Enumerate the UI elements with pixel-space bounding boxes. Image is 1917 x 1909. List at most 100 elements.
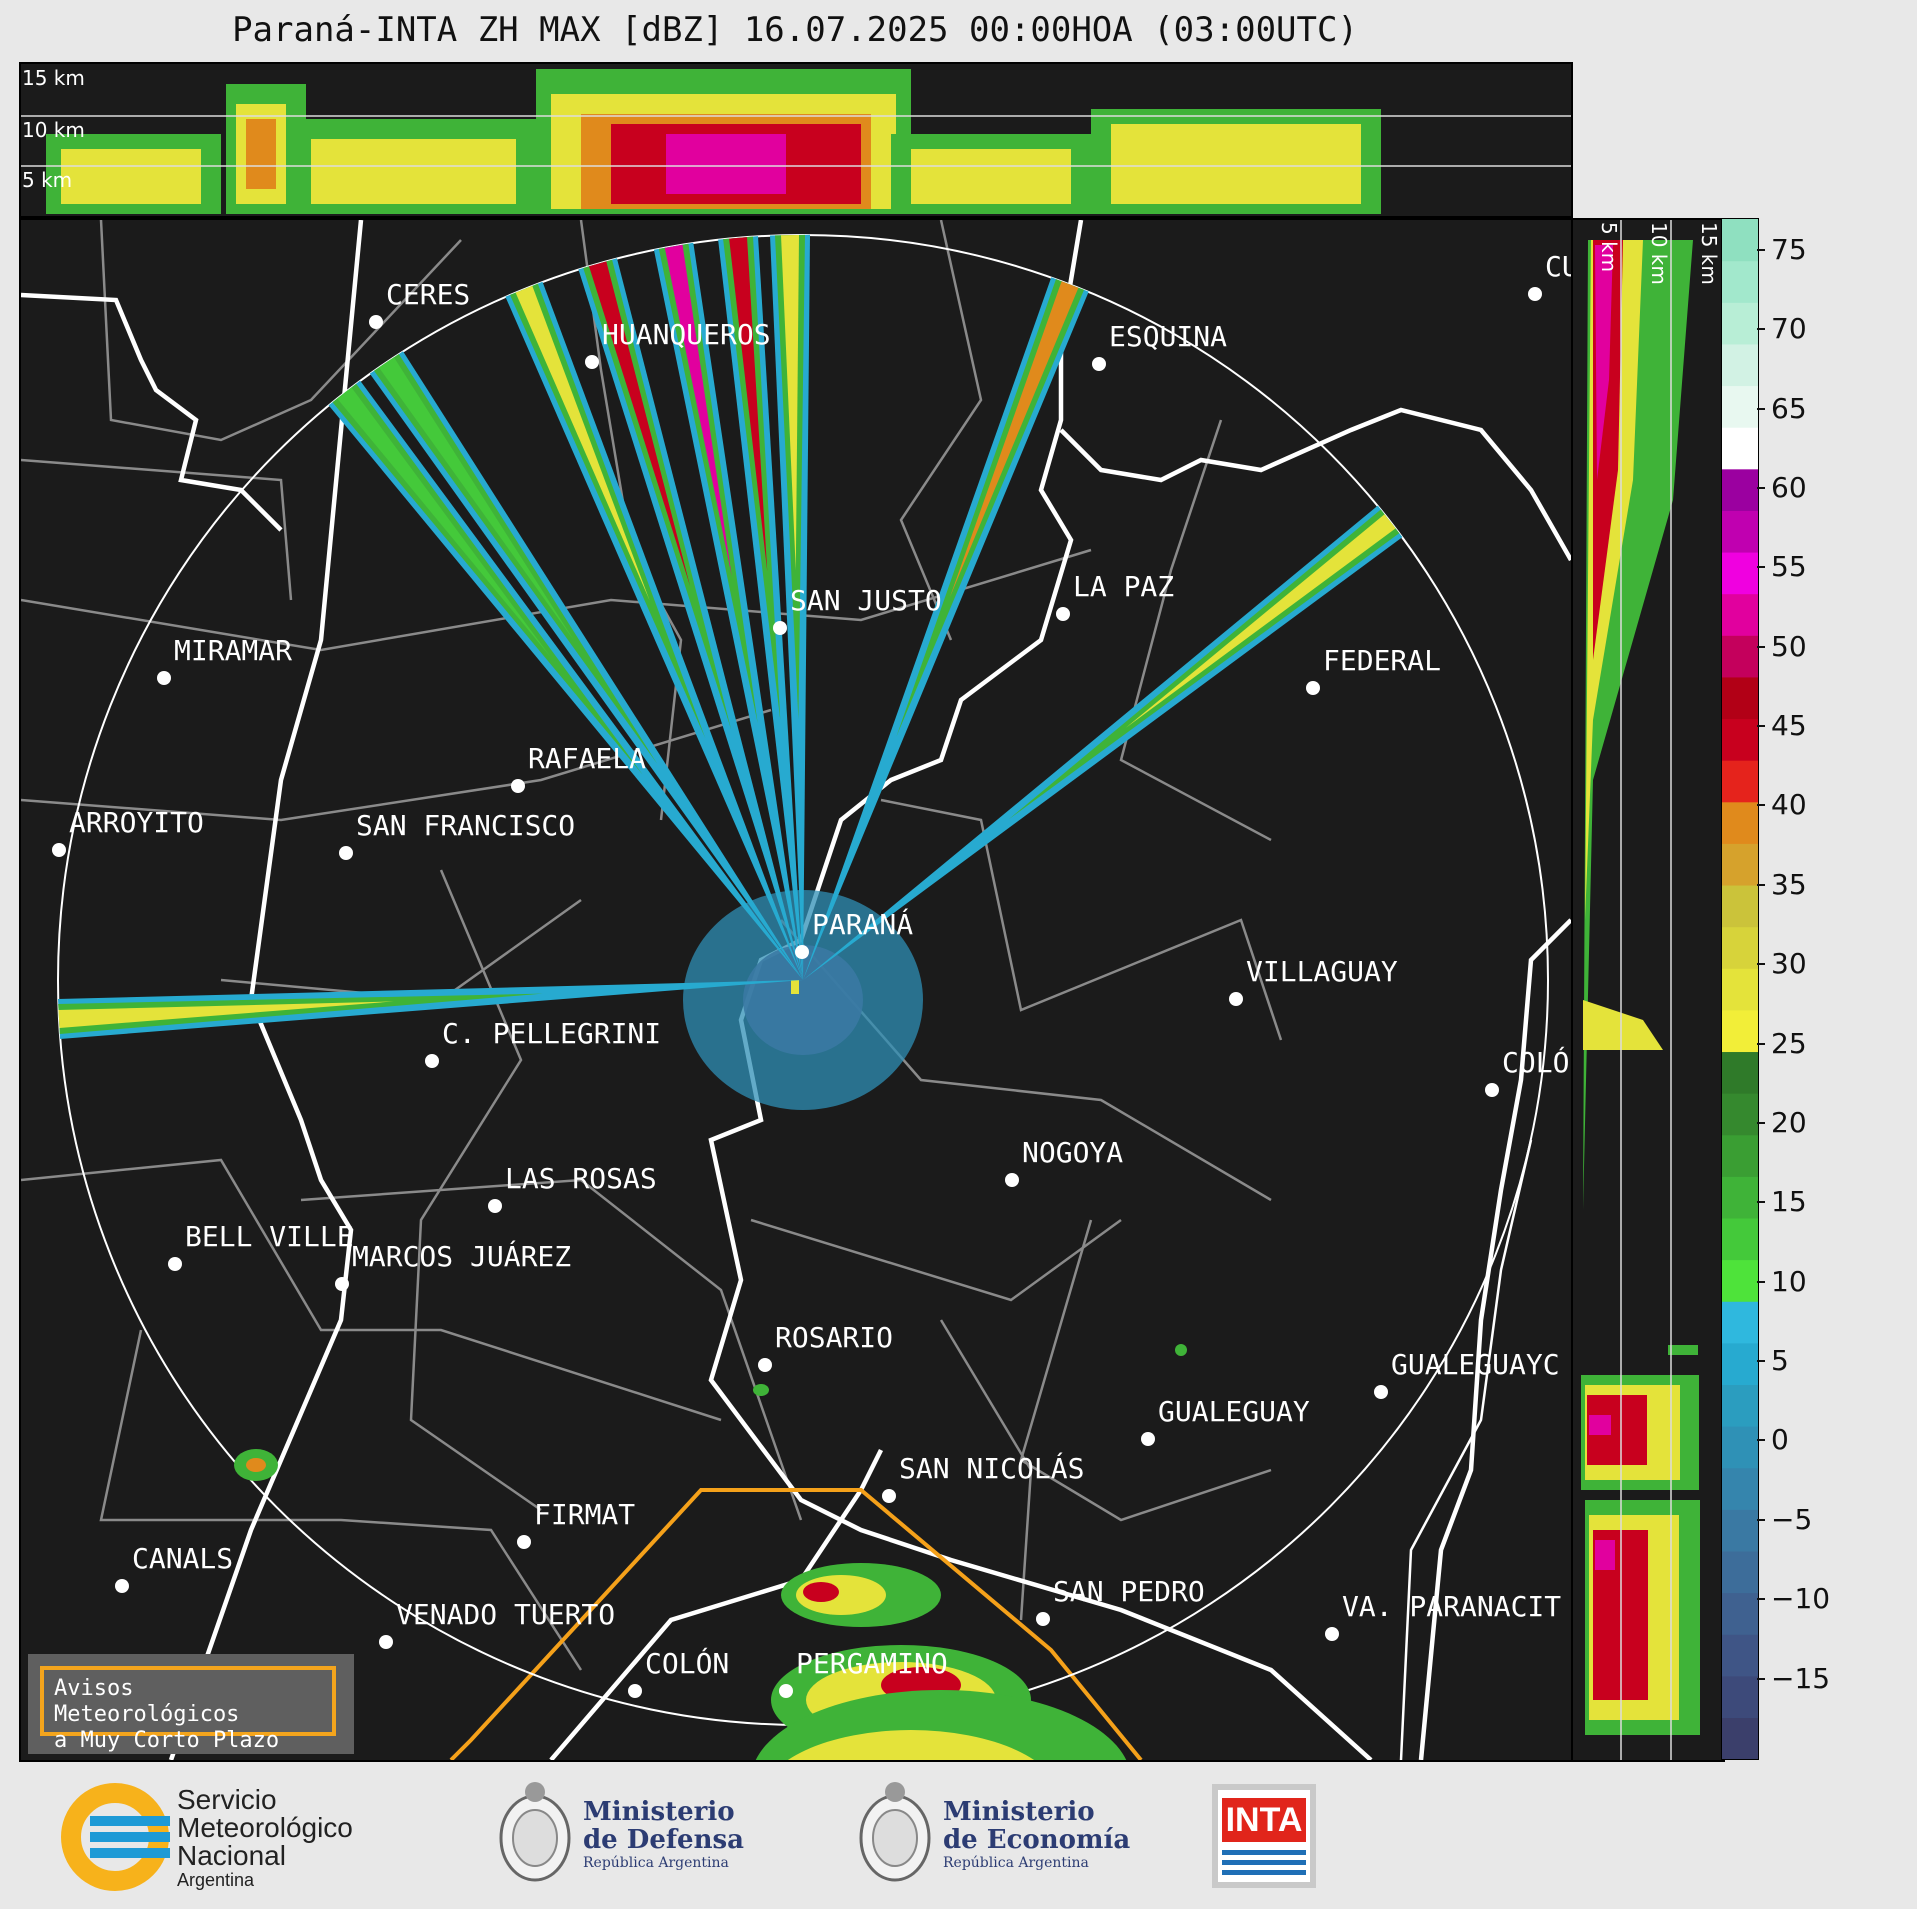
storm-cell [1175,1344,1187,1356]
colorbar-tick-label: 55 [1771,550,1807,584]
smn-emblem-icon [61,1783,170,1891]
province-border [1418,918,1571,1760]
city-dot [1056,607,1070,621]
smn-line1: Servicio [177,1784,277,1815]
department-border [899,220,983,641]
city-label: COLÓ [1502,1046,1570,1079]
city-dot [488,1199,502,1213]
city-label: ARROYITO [69,806,204,839]
colorbar-tick-label: −10 [1771,1582,1831,1616]
echo-band [666,134,786,194]
department-border [1019,1219,1272,1522]
city-label: VENADO TUERTO [396,1598,616,1631]
province-border [168,220,364,1760]
colorbar-tick-label: 10 [1771,1264,1807,1298]
colorbar-tick-mark [1757,725,1765,728]
city-label: BELL VILLE [185,1220,354,1253]
colorbar-tick-mark [1757,645,1765,648]
warning-area-outline [449,1488,1143,1760]
radar-wedge-red [729,237,768,572]
province-border [21,292,283,532]
city-dot [168,1257,182,1271]
city-dot [157,671,171,685]
colorbar-swatch [1722,1675,1758,1718]
clutter-blob [743,945,863,1055]
top-profile-echoes [46,69,1381,214]
colorbar-tick-mark [1757,1518,1765,1521]
colorbar-tick-mark [1757,1121,1765,1124]
radar-wedge-magenta [664,244,732,577]
colorbar-swatch [1722,260,1758,303]
city-dot [511,779,525,793]
colorbar-tick-mark [1757,248,1765,251]
city-dot [1485,1083,1499,1097]
warning-legend-line2: a Muy Corto Plazo [54,1728,280,1753]
city-dot [1528,287,1542,301]
colorbar-swatch [1722,884,1758,928]
warning-legend-line1: Avisos Meteorológicos [54,1676,240,1727]
colorbar-tick-label: 60 [1771,470,1807,504]
colorbar-tick-mark [1757,804,1765,807]
colorbar-tick-label: 45 [1771,709,1807,743]
city-label: ESQUINA [1109,320,1228,353]
city-dot [379,1635,393,1649]
city-dot [795,945,809,959]
colorbar-tick-mark [1757,566,1765,569]
echo-band [61,149,201,204]
city-dot [339,846,353,860]
echo-band [1668,1345,1698,1355]
colorbar-swatch [1722,801,1758,844]
radar-wedge-yellow [58,980,803,1039]
colorbar-swatch [1722,1467,1758,1510]
colorbar-swatch [1722,302,1758,345]
city-label: C. PELLEGRINI [442,1017,662,1050]
echo-band [1595,1540,1615,1570]
colorbar-tick-label: 15 [1771,1185,1807,1219]
defensa-logo: Ministerio de Defensa República Argentin… [495,1776,755,1901]
radar-wedge-red [583,259,732,730]
echo-band [911,149,1071,204]
top-profile-svg [21,69,1571,214]
department-border [21,458,293,601]
radar-wedge-yellow [781,235,799,571]
department-border [220,898,582,1002]
colorbar-tick-mark [1757,1677,1765,1680]
radar-wedge-orange [949,281,1079,598]
department-border [750,1218,1122,1302]
colorbar-swatch [1722,1217,1758,1261]
height-label-10km: 10 km [1647,222,1671,285]
radar-wedge-yellow [505,281,803,980]
city-dot [758,1358,772,1372]
city-label: VA. PARANACIT [1342,1590,1562,1623]
storm-cells [234,1344,1187,1760]
colorbar-swatch [1722,1634,1758,1677]
city-dot [1229,992,1243,1006]
colorbar-tick-label: 65 [1771,391,1807,425]
department-border [21,548,1092,652]
warning-legend: Avisos Meteorológicos a Muy Corto Plazo [28,1654,354,1754]
smn-line4: Argentina [177,1870,255,1890]
city-label: MARCOS JUÁREZ [352,1240,572,1273]
city-label: VILLAGUAY [1246,955,1398,988]
radar-wedge-yellow [58,993,543,1034]
colorbar-swatch [1722,1301,1758,1344]
city-label: FIRMAT [534,1498,636,1531]
storm-cell [753,1384,769,1396]
colorbar-swatch [1722,1342,1758,1385]
city-label: LAS ROSAS [505,1162,657,1195]
city-dot [52,843,66,857]
echo-band [1589,1415,1611,1435]
city-dot [1141,1432,1155,1446]
colorbar-swatch [1722,1717,1758,1760]
city-dot [1036,1612,1050,1626]
economia-line1: Ministerio [943,1797,1095,1827]
river [1399,1139,1533,1760]
city-label: COLÓN [645,1647,730,1680]
economia-logo: Ministerio de Economía República Argenti… [855,1776,1135,1901]
echo-band [1111,124,1361,204]
colorbar-swatch [1722,1051,1758,1094]
city-label: GUALEGUAY [1158,1395,1310,1428]
department-border [1119,419,1272,842]
city-label: CERES [386,278,471,311]
storm-cell [787,1730,1035,1760]
